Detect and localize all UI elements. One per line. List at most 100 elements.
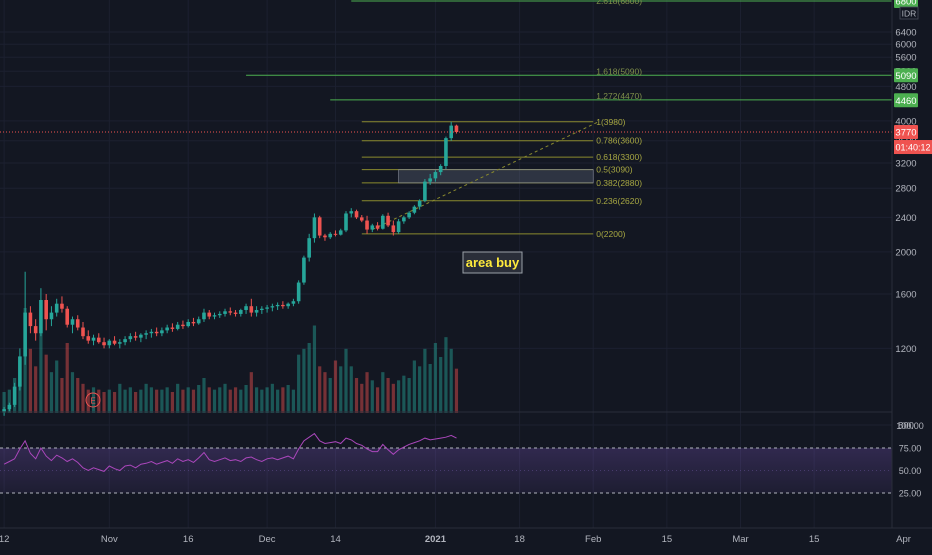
- volume-bar: [365, 372, 369, 413]
- candle-body: [196, 319, 201, 324]
- price-tick-label: 2400: [895, 213, 916, 224]
- candle-body: [228, 311, 233, 313]
- candle-body: [444, 138, 448, 166]
- volume-bar: [176, 383, 180, 413]
- time-tick-label: 2021: [425, 534, 447, 545]
- candle-body: [18, 356, 22, 387]
- candle-body: [217, 313, 222, 316]
- volume-bar: [307, 343, 311, 413]
- price-tick-label: 800: [898, 421, 914, 432]
- volume-bar: [239, 389, 243, 413]
- fib-level-label: 0.786(3600): [596, 136, 642, 146]
- volume-bar: [412, 360, 416, 413]
- candle-body: [260, 308, 264, 311]
- volume-bar: [228, 389, 232, 413]
- candle-body: [60, 303, 64, 309]
- candle-body: [207, 312, 212, 317]
- price-badge: [894, 0, 918, 8]
- candle-body: [386, 215, 390, 226]
- volume-bar: [86, 389, 90, 413]
- candle-body: [70, 319, 75, 325]
- candle-body: [139, 334, 143, 338]
- candle-body: [123, 339, 127, 343]
- time-tick-label: 15: [662, 534, 673, 545]
- volume-bar: [286, 385, 290, 413]
- candle-body: [102, 342, 106, 346]
- volume-bar: [28, 348, 32, 413]
- extension-label: 2.618(6800): [596, 0, 642, 6]
- volume-bar: [360, 383, 364, 413]
- volume-bar: [349, 366, 353, 413]
- volume-bar: [118, 383, 122, 413]
- fib-level-label: 0.5(3090): [596, 165, 633, 175]
- time-tick-label: 15: [809, 534, 820, 545]
- price-axis: [892, 0, 932, 550]
- volume-bar: [254, 387, 259, 413]
- volume-bar: [160, 389, 164, 413]
- candle-body: [291, 301, 296, 304]
- price-tick-label: 3200: [895, 159, 916, 170]
- volume-bar: [39, 331, 43, 413]
- candle-body: [365, 220, 369, 230]
- volume-bar: [318, 366, 322, 413]
- candle-body: [402, 217, 406, 222]
- volume-bar: [197, 385, 201, 413]
- volume-bar: [276, 389, 280, 413]
- candle-body: [96, 337, 101, 343]
- currency-box: [899, 6, 919, 20]
- time-tick-label: Apr: [896, 534, 911, 545]
- candle-body: [449, 125, 453, 139]
- volume-bar: [323, 372, 327, 413]
- volume-bar: [218, 387, 222, 413]
- volume-bar: [339, 366, 343, 413]
- volume-bar: [454, 368, 459, 413]
- price-badge-text: 4460: [895, 96, 916, 107]
- candle-body: [349, 211, 354, 214]
- earnings-marker-text: E: [90, 397, 95, 406]
- candle-body: [286, 303, 290, 307]
- candle-body: [12, 386, 17, 405]
- candle-body: [165, 327, 169, 331]
- volume-bar: [397, 380, 401, 413]
- candle-body: [254, 310, 259, 313]
- fib-level-label: 0.382(2880): [596, 178, 642, 188]
- volume-bar: [344, 348, 348, 413]
- extension-label: 1.272(4470): [596, 91, 642, 101]
- rsi-tick-label: 75.00: [899, 444, 922, 454]
- volume-bar: [260, 389, 264, 413]
- volume-bar: [102, 392, 106, 413]
- candle-body: [49, 312, 54, 320]
- fib-level-label: 0.618(3300): [596, 152, 642, 162]
- candle-body: [396, 221, 401, 233]
- price-tick-label: 4000: [895, 116, 916, 127]
- candle-body: [412, 206, 417, 213]
- candle-body: [149, 331, 154, 334]
- candle-body: [296, 282, 301, 302]
- time-tick-label: Dec: [259, 534, 276, 545]
- candle-body: [354, 211, 359, 218]
- currency-label: IDR: [902, 9, 917, 19]
- candle-body: [54, 303, 59, 313]
- time-axis: [0, 528, 932, 550]
- area-buy-text: area buy: [466, 255, 520, 270]
- candle-body: [65, 308, 70, 325]
- candle-body: [133, 336, 138, 338]
- candle-body: [312, 217, 317, 239]
- volume-bar: [2, 392, 6, 413]
- candle-body: [323, 235, 327, 238]
- price-tick-label: 1200: [895, 344, 916, 355]
- volume-bar: [444, 337, 448, 413]
- earnings-marker-icon: [85, 392, 101, 408]
- candle-body: [86, 336, 91, 341]
- time-tick-label: 12: [0, 534, 9, 545]
- candle-body: [344, 213, 348, 231]
- price-badge: [894, 125, 918, 140]
- buy-zone-box: [398, 169, 594, 184]
- candle-body: [275, 304, 280, 307]
- candle-body: [438, 165, 443, 173]
- volume-bar: [328, 378, 332, 413]
- countdown-text: 01:40:12: [895, 143, 930, 153]
- candle-body: [212, 315, 217, 317]
- volume-bar: [265, 387, 269, 413]
